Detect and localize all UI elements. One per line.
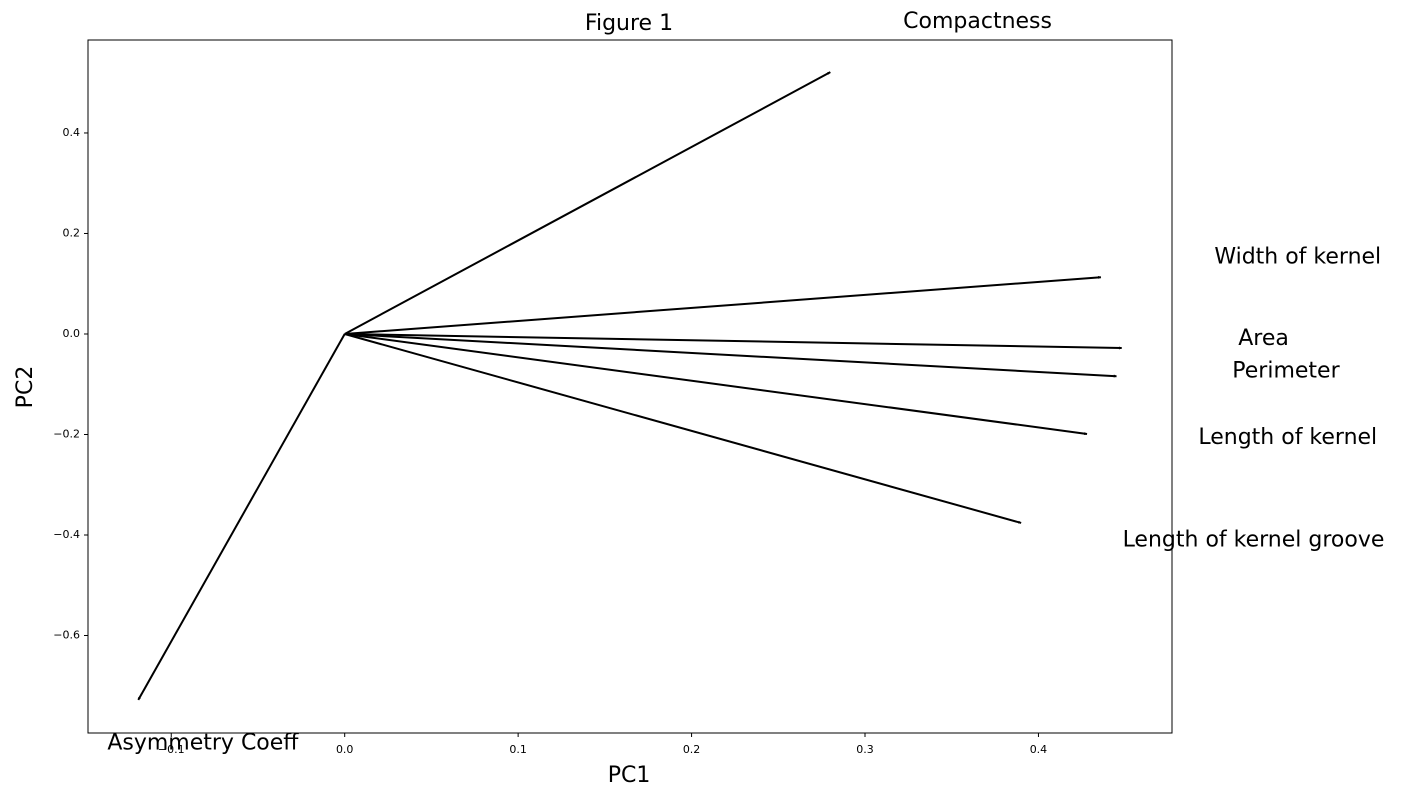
loading-arrow [344,275,1102,335]
y-axis-label: PC2 [13,366,38,409]
loading-label: Length of kernel [1198,425,1377,450]
x-tick-label: 0.2 [683,743,701,756]
y-tick-label: −0.6 [53,629,80,642]
loading-label: Perimeter [1232,359,1340,384]
loading-label: Area [1238,326,1289,351]
y-tick-label: −0.2 [53,427,80,440]
y-tick-label: 0.0 [63,327,81,340]
loading-arrow [344,332,1123,350]
y-tick-label: 0.4 [63,126,81,139]
x-axis-label: PC1 [608,763,651,788]
y-tick-label: 0.2 [63,226,81,239]
loading-arrow [137,333,346,701]
x-tick-label: −0.1 [158,743,185,756]
loading-arrow [344,71,831,335]
x-tick-label: 0.3 [856,743,874,756]
x-tick-label: 0.0 [336,743,354,756]
loading-label: Compactness [903,9,1052,34]
y-tick-label: −0.4 [53,528,80,541]
loading-label: Asymmetry Coeff [107,731,299,756]
x-tick-label: 0.1 [509,743,527,756]
chart-title: Figure 1 [585,11,673,36]
x-tick-label: 0.4 [1030,743,1048,756]
loading-label: Length of kernel groove [1123,527,1385,552]
loading-arrow [344,333,1022,524]
loading-arrow [344,332,1088,436]
plot-frame [87,39,1173,734]
loading-arrow [344,332,1117,378]
loading-label: Width of kernel [1214,245,1381,270]
